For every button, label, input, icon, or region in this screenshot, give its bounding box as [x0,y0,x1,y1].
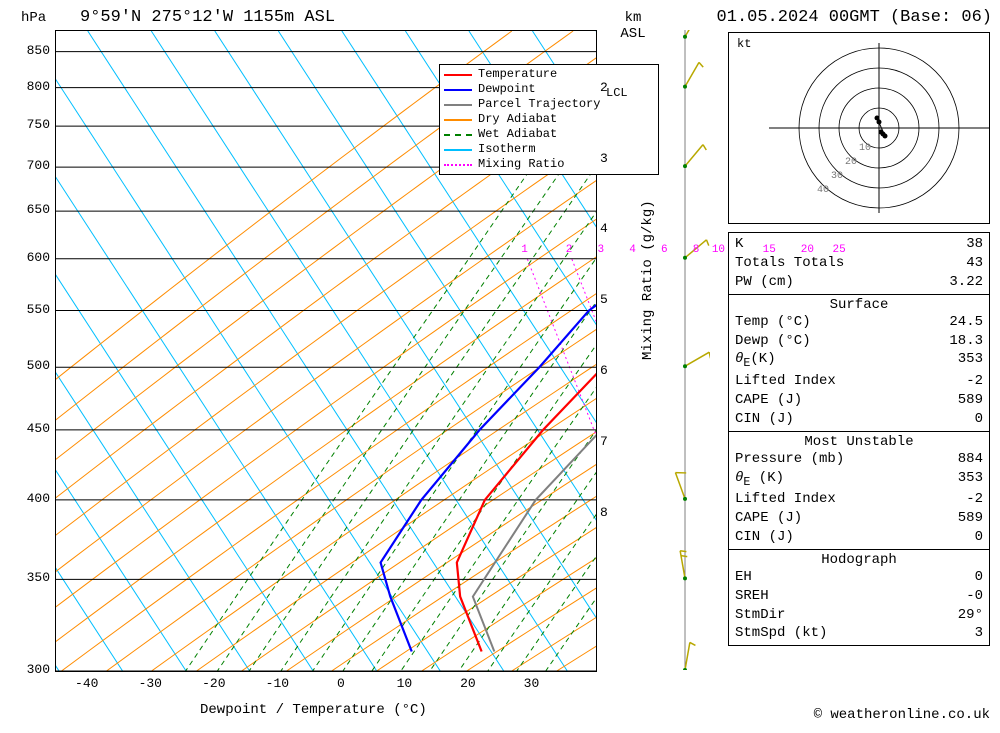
hodograph-svg: kt 10203040 [729,33,989,223]
mixing-label: 1 [521,244,528,256]
table-row: CAPE (J)589 [735,509,983,528]
table-row: PW (cm)3.22 [735,273,983,292]
y-axis-mixing-label: Mixing Ratio (g/kg) [640,200,656,360]
svg-text:30: 30 [831,171,843,182]
table-row: StmSpd (kt)3 [735,624,983,643]
hpa-tick: 550 [20,302,50,317]
mixing-label: 25 [833,244,846,256]
mixing-label: 10 [712,244,725,256]
legend-item: Wet Adiabat [444,127,654,142]
legend-item: Mixing Ratio [444,157,654,172]
hpa-tick: 600 [20,250,50,265]
mixing-label: 15 [763,244,776,256]
temp-tick: 20 [460,676,476,691]
title-datetime: 01.05.2024 00GMT (Base: 06) [717,8,992,27]
hpa-tick: 800 [20,79,50,94]
hpa-tick: 750 [20,117,50,132]
mixing-label: 6 [661,244,668,256]
table-row: Totals Totals43 [735,254,983,273]
table-row: Lifted Index-2 [735,490,983,509]
svg-text:40: 40 [817,185,829,196]
copyright: © weatheronline.co.uk [814,707,990,723]
temp-tick: 30 [524,676,540,691]
indices-table: K38Totals Totals43PW (cm)3.22SurfaceTemp… [728,232,990,646]
svg-text:10: 10 [859,143,871,154]
hodograph: kt 10203040 [728,32,990,224]
table-section-head: Hodograph [735,552,983,568]
table-row: CAPE (J)589 [735,391,983,410]
legend-item: Dry Adiabat [444,112,654,127]
temp-tick: -30 [139,676,162,691]
table-row: Dewp (°C)18.3 [735,332,983,351]
table-row: CIN (J)0 [735,410,983,429]
lcl-label: LCL [606,86,628,100]
temp-tick: 0 [337,676,345,691]
mixing-label: 8 [693,244,700,256]
table-row: SREH-0 [735,587,983,606]
temp-tick: -40 [75,676,98,691]
y-axis-right-label: kmASL [618,10,648,42]
table-row: θE (K)353 [735,469,983,491]
svg-text:kt: kt [737,37,751,51]
svg-text:20: 20 [845,157,857,168]
table-section-head: Surface [735,297,983,313]
table-row: StmDir29° [735,606,983,625]
table-row: EH0 [735,568,983,587]
temp-tick: -10 [266,676,289,691]
hpa-tick: 300 [20,662,50,677]
legend: TemperatureDewpointParcel TrajectoryDry … [439,64,659,175]
temp-tick: 10 [397,676,413,691]
barb-svg [660,30,710,670]
table-section-head: Most Unstable [735,434,983,450]
x-axis-label: Dewpoint / Temperature (°C) [200,702,427,718]
table-row: θE(K)353 [735,350,983,372]
hpa-tick: 850 [20,43,50,58]
mixing-label: 3 [597,244,604,256]
hpa-tick: 700 [20,158,50,173]
hpa-tick: 500 [20,358,50,373]
mixing-label: 20 [801,244,814,256]
km-tick: 5 [600,292,608,307]
km-tick: 7 [600,434,608,449]
mixing-label: 2 [566,244,573,256]
mixing-label: 4 [629,244,636,256]
hpa-tick: 450 [20,421,50,436]
table-row: Lifted Index-2 [735,372,983,391]
km-tick: 6 [600,363,608,378]
title-location: 9°59'N 275°12'W 1155m ASL [80,8,335,27]
hpa-tick: 650 [20,202,50,217]
km-tick: 3 [600,151,608,166]
hpa-tick: 350 [20,570,50,585]
temp-tick: -20 [202,676,225,691]
legend-item: Isotherm [444,142,654,157]
table-row: CIN (J)0 [735,528,983,547]
km-tick: 4 [600,221,608,236]
hpa-tick: 400 [20,491,50,506]
skewt-chart: TemperatureDewpointParcel TrajectoryDry … [55,30,597,672]
y-axis-left-label: hPa [21,10,46,26]
legend-item: Temperature [444,67,654,82]
km-tick: 8 [600,505,608,520]
table-row: Pressure (mb)884 [735,450,983,469]
table-row: Temp (°C)24.5 [735,313,983,332]
wind-barb-column [660,30,710,670]
